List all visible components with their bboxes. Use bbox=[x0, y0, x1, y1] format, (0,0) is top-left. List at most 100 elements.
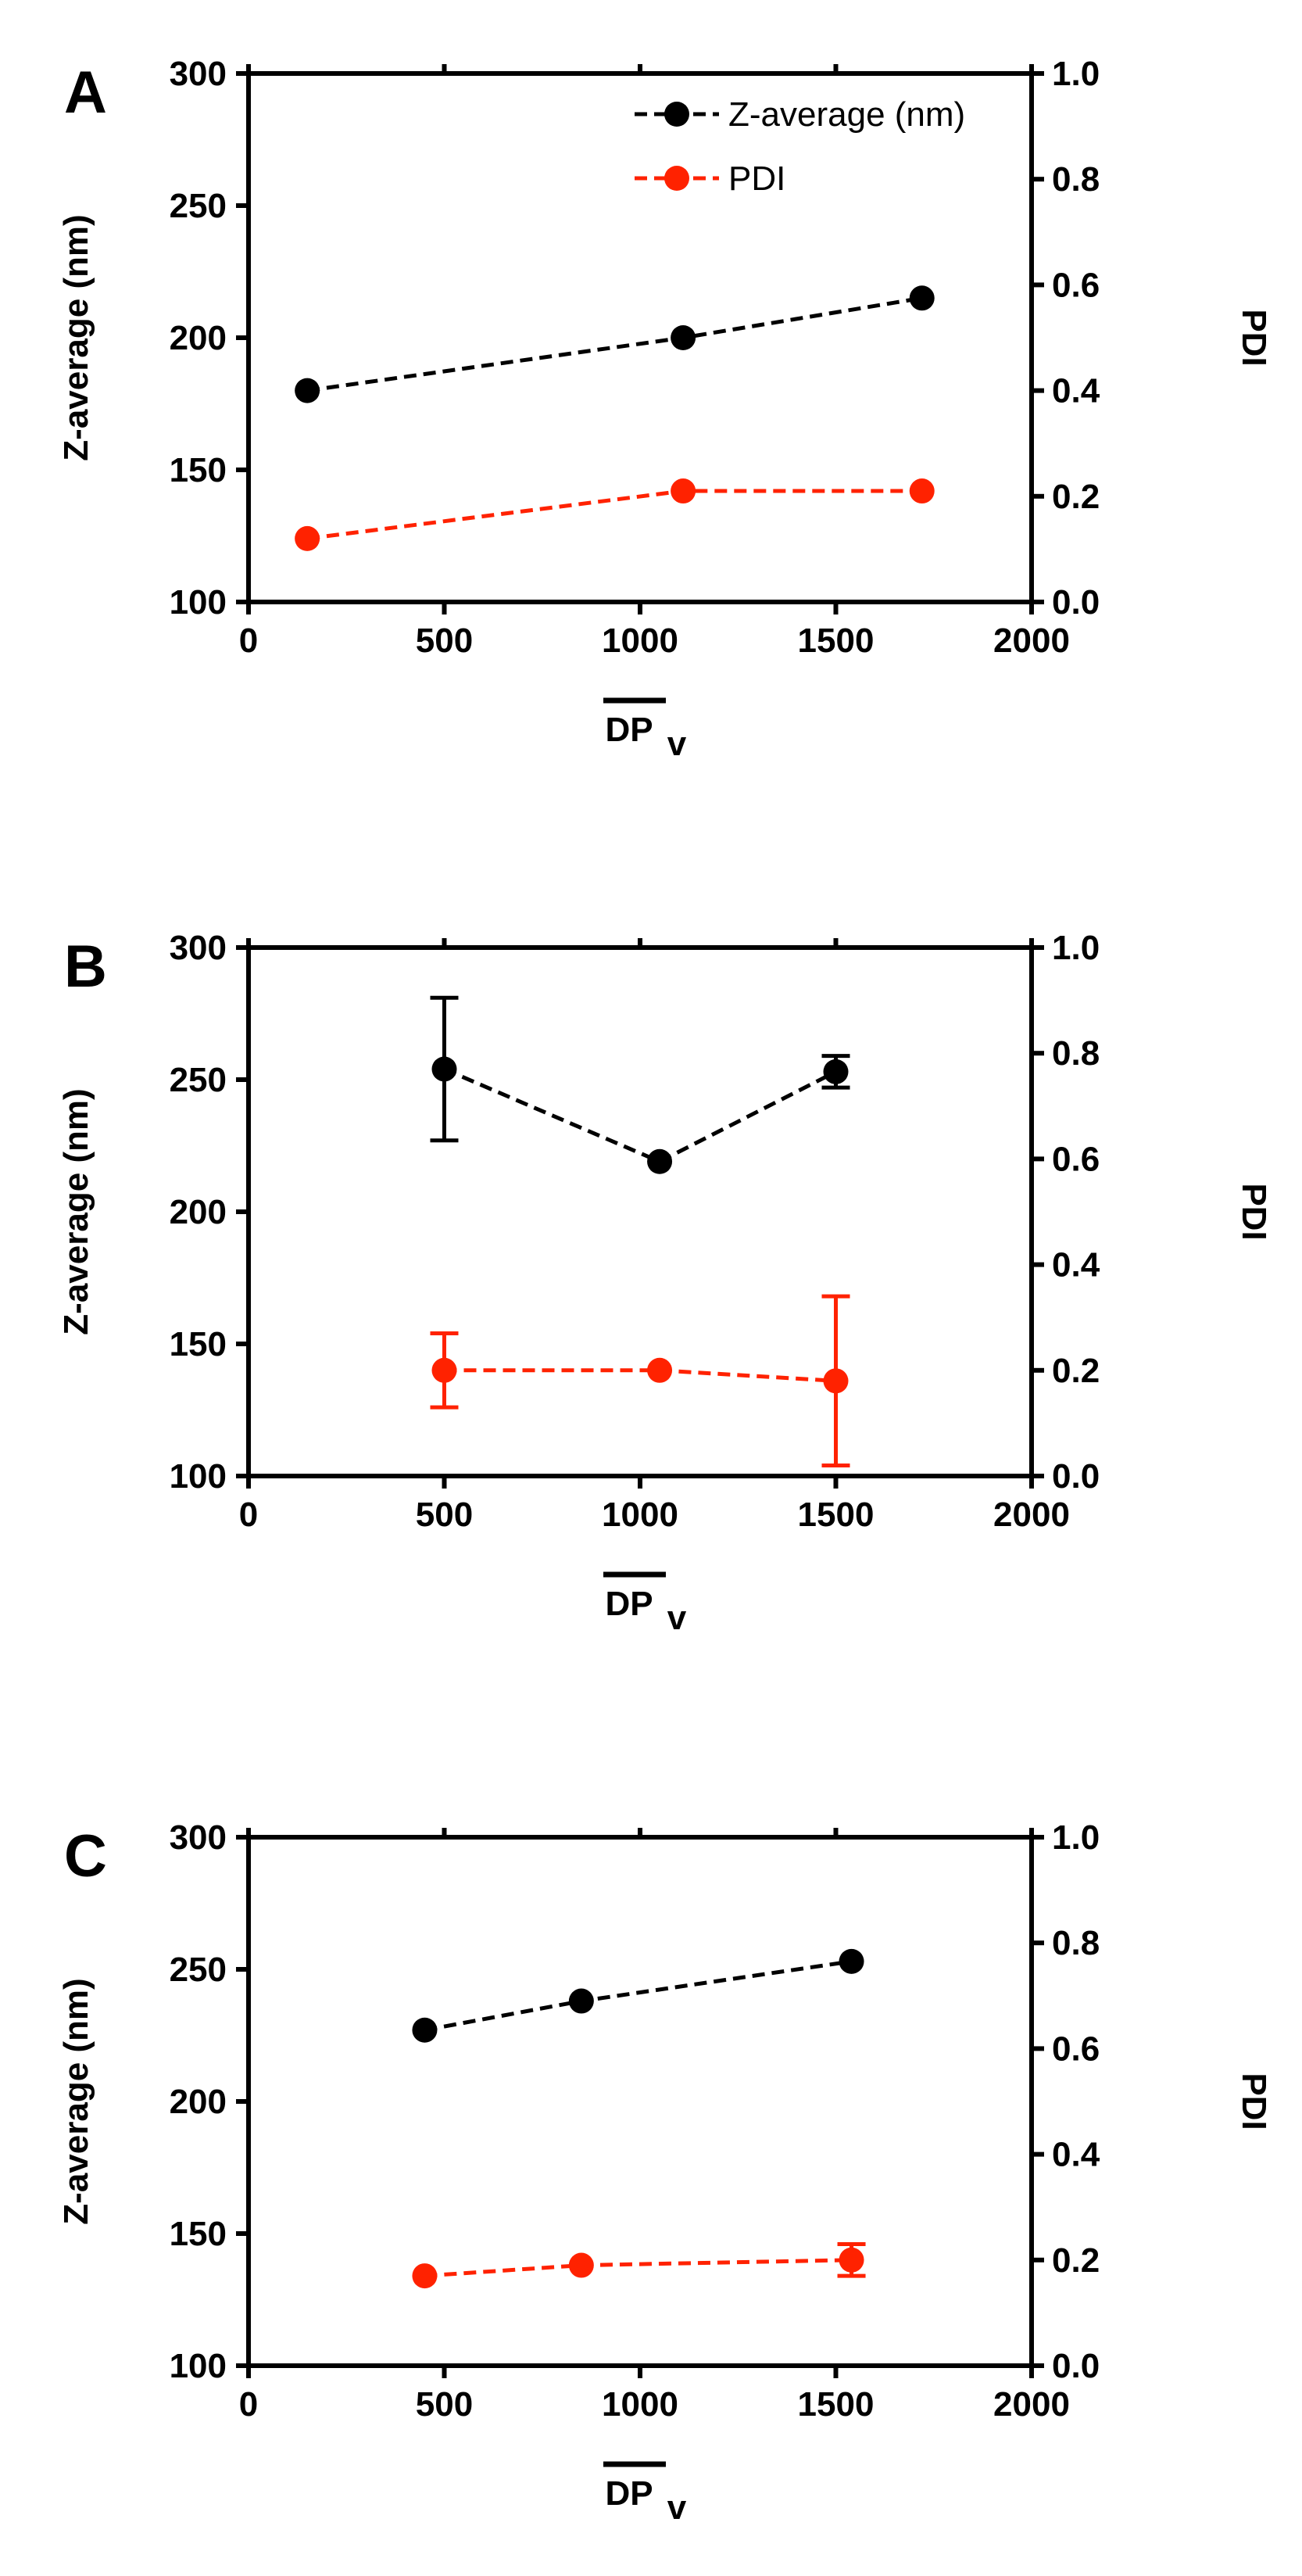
data-point bbox=[909, 285, 935, 311]
y-tick-label: 200 bbox=[170, 2083, 227, 2121]
y-tick-label: 150 bbox=[170, 1325, 227, 1363]
y-axis-label: Z-average (nm) bbox=[57, 1088, 95, 1335]
z-average-series bbox=[295, 285, 935, 403]
x-axis-label-subscript: v bbox=[667, 725, 687, 763]
x-tick-label: 500 bbox=[416, 2385, 473, 2424]
pdi-series bbox=[295, 478, 935, 551]
y-tick-label: 200 bbox=[170, 1193, 227, 1231]
panel-label: C bbox=[64, 1823, 107, 1890]
x-tick-label: 500 bbox=[416, 622, 473, 660]
data-point bbox=[412, 2017, 438, 2043]
data-point bbox=[839, 1948, 864, 1974]
y2-tick-label: 0.6 bbox=[1052, 1140, 1100, 1178]
y2-tick-label: 0.0 bbox=[1052, 2347, 1100, 2385]
x-tick-label: 500 bbox=[416, 1496, 473, 1534]
data-point bbox=[295, 378, 320, 403]
y2-axis-label: PDI bbox=[1235, 2073, 1273, 2130]
x-tick-label: 2000 bbox=[993, 622, 1070, 660]
x-tick-label: 1000 bbox=[602, 2385, 678, 2424]
y-tick-label: 100 bbox=[170, 583, 227, 622]
data-point bbox=[647, 1357, 673, 1383]
y2-tick-label: 0.2 bbox=[1052, 2241, 1100, 2280]
y2-tick-label: 1.0 bbox=[1052, 1818, 1100, 1857]
y2-tick-label: 0.6 bbox=[1052, 266, 1100, 304]
y2-tick-label: 1.0 bbox=[1052, 929, 1100, 967]
z-average-series bbox=[430, 995, 850, 1174]
y-axis-label: Z-average (nm) bbox=[57, 1978, 95, 2224]
legend-label: Z-average (nm) bbox=[728, 95, 965, 134]
y-tick-label: 300 bbox=[170, 55, 227, 93]
series-line bbox=[424, 1959, 852, 2033]
x-tick-label: 0 bbox=[239, 1496, 258, 1534]
data-point bbox=[671, 478, 696, 504]
legend-label: PDI bbox=[728, 159, 785, 198]
data-point bbox=[823, 1368, 849, 1394]
y-tick-label: 250 bbox=[170, 187, 227, 225]
y2-tick-label: 0.2 bbox=[1052, 1352, 1100, 1390]
y2-tick-label: 1.0 bbox=[1052, 55, 1100, 93]
y-tick-label: 100 bbox=[170, 1457, 227, 1496]
x-tick-label: 2000 bbox=[993, 2385, 1070, 2424]
y2-axis-label: PDI bbox=[1235, 1183, 1273, 1240]
data-point bbox=[647, 1148, 673, 1174]
chart-panel-c: 0 500 1000 1500 2000 100 150 200 250 300 0.0 0.2 0.4… bbox=[57, 1818, 1273, 2527]
data-point bbox=[568, 1988, 594, 2014]
data-point bbox=[431, 1056, 457, 1082]
data-point bbox=[431, 1357, 457, 1383]
x-axis-label-subscript: v bbox=[667, 1599, 687, 1637]
data-point bbox=[909, 478, 935, 504]
y-tick-label: 150 bbox=[170, 451, 227, 489]
data-point bbox=[671, 325, 696, 350]
legend-marker bbox=[664, 102, 689, 127]
y2-tick-label: 0.8 bbox=[1052, 1924, 1100, 1962]
y-tick-label: 300 bbox=[170, 929, 227, 967]
y2-tick-label: 0.2 bbox=[1052, 478, 1100, 516]
x-axis-label: DP bbox=[605, 2474, 653, 2513]
pdi-series bbox=[430, 1294, 850, 1467]
y2-tick-label: 0.0 bbox=[1052, 583, 1100, 622]
series-line bbox=[306, 296, 923, 393]
y2-tick-label: 0.4 bbox=[1052, 2136, 1100, 2174]
series-line bbox=[443, 1067, 837, 1164]
x-tick-label: 1500 bbox=[798, 1496, 875, 1534]
y-axis-label: Z-average (nm) bbox=[57, 214, 95, 460]
x-tick-label: 0 bbox=[239, 622, 258, 660]
y-tick-label: 150 bbox=[170, 2215, 227, 2253]
z-average-series bbox=[412, 1948, 864, 2043]
data-point bbox=[839, 2247, 864, 2273]
y-tick-label: 100 bbox=[170, 2347, 227, 2385]
y2-tick-label: 0.6 bbox=[1052, 2030, 1100, 2068]
x-tick-label: 1000 bbox=[602, 1496, 678, 1534]
chart-panel-b: 0 500 1000 1500 2000 100 150 200 250 300 0.0 0.2 0.4… bbox=[57, 929, 1273, 1637]
y-tick-label: 250 bbox=[170, 1951, 227, 1989]
y2-tick-label: 0.0 bbox=[1052, 1457, 1100, 1496]
panel-label: B bbox=[64, 933, 107, 1000]
pdi-series bbox=[412, 2242, 866, 2289]
x-tick-label: 1000 bbox=[602, 622, 678, 660]
data-point bbox=[412, 2263, 438, 2289]
y-tick-label: 300 bbox=[170, 1818, 227, 1857]
legend-marker bbox=[664, 166, 689, 191]
y-tick-label: 250 bbox=[170, 1061, 227, 1099]
data-point bbox=[568, 2252, 594, 2278]
y2-tick-label: 0.4 bbox=[1052, 372, 1100, 410]
y2-tick-label: 0.8 bbox=[1052, 1034, 1100, 1073]
chart-panel-a: 0 500 1000 1500 2000 100 150 200 250 300 0.0 0.2 0.4… bbox=[57, 55, 1273, 763]
x-axis-label-subscript: v bbox=[667, 2488, 687, 2527]
x-tick-label: 0 bbox=[239, 2385, 258, 2424]
y2-tick-label: 0.4 bbox=[1052, 1246, 1100, 1284]
series-line bbox=[306, 489, 922, 541]
series-line bbox=[444, 1368, 836, 1383]
x-axis-label: DP bbox=[605, 711, 653, 749]
x-tick-label: 1500 bbox=[798, 622, 875, 660]
y2-tick-label: 0.8 bbox=[1052, 160, 1100, 199]
data-point bbox=[823, 1059, 849, 1084]
x-tick-label: 1500 bbox=[798, 2385, 875, 2424]
legend: Z-average (nm) PDI bbox=[635, 95, 965, 198]
y2-axis-label: PDI bbox=[1235, 309, 1273, 366]
data-point bbox=[295, 525, 320, 551]
x-tick-label: 2000 bbox=[993, 1496, 1070, 1534]
y-tick-label: 200 bbox=[170, 319, 227, 357]
series-line bbox=[424, 2258, 852, 2278]
